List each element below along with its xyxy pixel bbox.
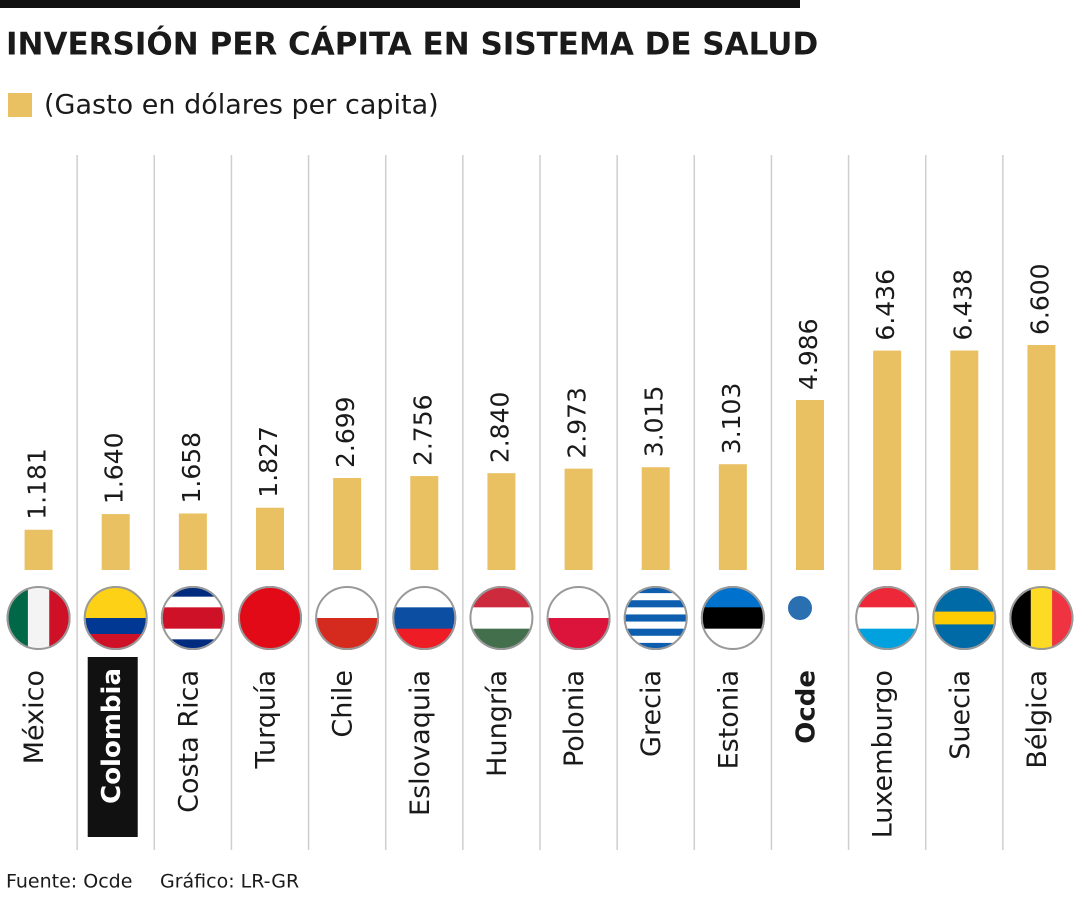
x-tick-label: México (19, 670, 50, 764)
x-tick-label: Ocde (792, 670, 822, 744)
flag-stripe (932, 624, 997, 638)
bar (256, 507, 284, 570)
flag-stripe (623, 607, 688, 615)
flag-stripe (932, 598, 997, 613)
flag-rim (469, 586, 534, 650)
flag-stripe (623, 586, 688, 594)
value-label: 1.181 (23, 448, 52, 520)
value-label: 6.438 (948, 269, 977, 341)
flag-rim (932, 586, 997, 650)
x-tick-label: Bélgica (1022, 670, 1053, 769)
flag (623, 586, 688, 650)
flag-stripe (623, 635, 688, 644)
value-label: 4.986 (794, 318, 823, 390)
flag-stripe (932, 611, 997, 625)
flag-stripe (623, 642, 688, 650)
x-tick-label: Suecia (945, 670, 976, 760)
bar (641, 467, 670, 570)
value-label: 2.699 (331, 396, 360, 468)
flag-stripe (623, 593, 688, 601)
x-tick-label: Costa Rica (173, 670, 204, 813)
x-tick-label: Chile (328, 670, 359, 738)
source: Fuente: Ocde (6, 871, 132, 893)
bar (101, 514, 130, 570)
chart-title: INVERSIÓN PER CÁPITA EN SISTEMA DE SALUD (6, 26, 818, 63)
flag-stripe (469, 607, 534, 630)
flag-stripe (160, 586, 225, 598)
flag-stripe (623, 614, 688, 623)
x-tick-label: Hungría (482, 670, 513, 777)
x-tick-label: Polonia (559, 670, 590, 767)
highlight-box (87, 657, 138, 837)
oecd-box (778, 630, 842, 650)
oecd-globe (788, 596, 812, 620)
x-tick-label: Colombia (97, 668, 127, 804)
flag-rim (392, 586, 457, 650)
flag-rim (623, 586, 688, 650)
bar (487, 473, 516, 570)
value-label: 6.436 (871, 269, 900, 341)
value-label: 1.827 (254, 426, 283, 498)
value-label: 1.640 (100, 433, 129, 505)
flag-stripe (160, 639, 225, 650)
x-tick-label: Estonia (713, 670, 744, 769)
flag-rim (855, 586, 920, 650)
legend-swatch (8, 93, 32, 117)
flag-rim (238, 586, 302, 650)
flag (160, 586, 225, 650)
flag-stripe (392, 607, 457, 630)
flag-stripe (160, 618, 225, 630)
bar (718, 464, 747, 570)
bar (1027, 345, 1056, 570)
flag-stripe (315, 586, 380, 619)
flag-rim (546, 586, 611, 650)
bar (950, 350, 979, 570)
flag-stripe (1030, 586, 1053, 650)
x-tick-label: Luxemburgo (868, 670, 899, 838)
flag-stripe (700, 607, 765, 630)
flag-stripe (160, 628, 225, 640)
flag-rim (315, 586, 380, 650)
flag-stripe (546, 618, 611, 650)
credit: Gráfico: LR-GR (160, 871, 299, 893)
bar (564, 468, 593, 570)
value-label: 1.658 (177, 432, 206, 504)
flag-stripe (83, 602, 148, 619)
value-label: 2.973 (563, 387, 592, 459)
flag-rim (1009, 586, 1074, 650)
bar (873, 350, 902, 570)
bar (410, 476, 439, 570)
value-label: 3.015 (640, 386, 669, 458)
x-tick-label: Grecia (636, 670, 667, 757)
bar (24, 529, 53, 570)
flag-rim (83, 586, 148, 650)
value-label: 3.103 (717, 383, 746, 455)
flag-stripe (546, 586, 611, 619)
flag-rim (160, 586, 225, 650)
top-rule (0, 0, 800, 8)
value-label: 6.600 (1025, 263, 1054, 335)
flag-stripe (160, 596, 225, 608)
flag-stripe (623, 628, 688, 637)
flag-stripe (27, 586, 50, 650)
legend-label: (Gasto en dólares per capita) (44, 90, 439, 121)
flag-stripe (623, 621, 688, 630)
flag-stripe (83, 618, 148, 635)
flag-stripe (160, 607, 225, 619)
bar (333, 477, 362, 570)
value-label: 2.756 (408, 394, 437, 466)
flag-rim (700, 586, 765, 650)
x-tick-label: Eslovaquia (405, 670, 436, 816)
bar (178, 513, 207, 570)
x-tick-label: Turquía (251, 670, 282, 769)
bar (796, 400, 824, 570)
flag-stripe (315, 618, 380, 650)
flag-stripe (855, 607, 920, 630)
flag-rim (6, 586, 71, 650)
value-label: 2.840 (485, 392, 514, 464)
flag-stripe (83, 586, 148, 603)
flag-stripe (623, 600, 688, 608)
